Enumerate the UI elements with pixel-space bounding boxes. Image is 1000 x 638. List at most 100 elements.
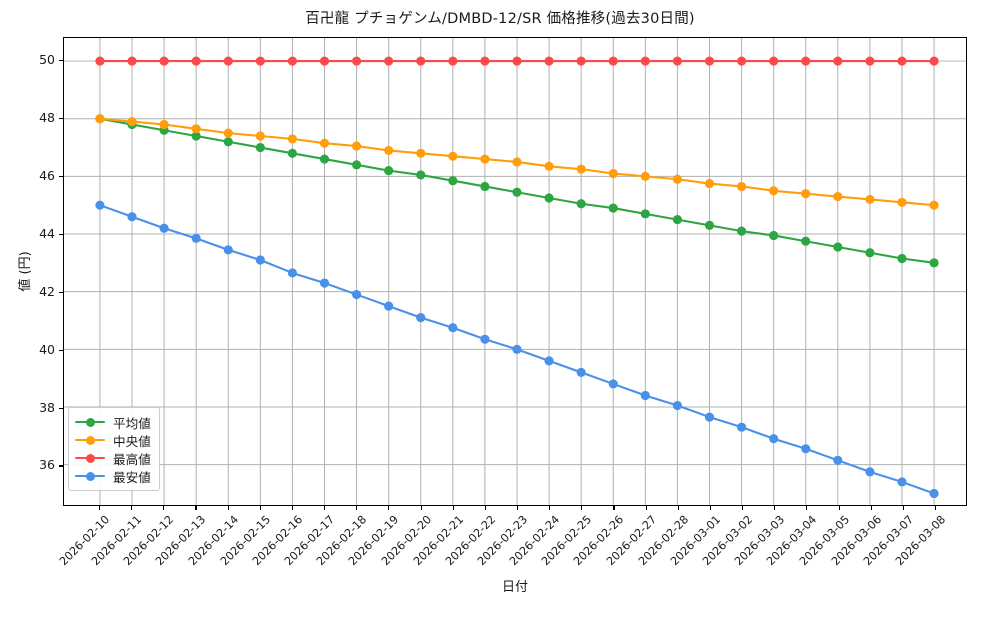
data-point: [865, 248, 875, 258]
x-tick-mark: [484, 506, 486, 510]
legend-marker-icon: [75, 415, 105, 429]
x-tick-mark: [227, 506, 229, 510]
data-point: [448, 323, 458, 333]
y-tick-label: 46: [39, 167, 55, 183]
data-point: [801, 236, 811, 246]
legend-marker-icon: [75, 469, 105, 483]
data-point: [351, 141, 362, 151]
data-point: [351, 56, 362, 66]
data-point: [191, 233, 201, 243]
data-point: [704, 56, 715, 66]
data-point: [833, 56, 843, 66]
y-tick-mark: [59, 233, 63, 235]
x-tick-mark: [291, 506, 294, 510]
data-point: [897, 253, 907, 264]
data-point: [672, 215, 682, 225]
data-point: [223, 245, 233, 255]
data-point: [897, 197, 907, 207]
data-point: [127, 117, 137, 127]
chart-figure: 百卍龍 プチョゲンム/DMBD-12/SR 価格推移(過去30日間) 値 (円)…: [18, 11, 967, 595]
data-point: [736, 422, 747, 432]
y-tick-label: 42: [39, 283, 55, 299]
gridlines: [64, 38, 966, 505]
data-point: [319, 138, 330, 148]
x-tick-mark: [99, 506, 101, 510]
x-tick-mark: [356, 506, 358, 510]
x-tick-mark: [131, 506, 133, 510]
x-tick-mark: [870, 506, 872, 510]
data-point: [576, 56, 586, 66]
data-point: [672, 400, 682, 411]
data-point: [704, 178, 715, 189]
data-point: [191, 131, 201, 141]
y-tick-mark: [59, 291, 63, 293]
data-point: [351, 289, 362, 300]
data-point: [416, 170, 426, 180]
data-point: [159, 223, 169, 233]
data-point: [319, 56, 330, 66]
y-tick-label: 50: [39, 52, 55, 68]
x-tick-mark: [613, 506, 615, 510]
data-point: [351, 160, 362, 170]
legend-label: 最高値: [113, 451, 151, 467]
data-point: [801, 56, 811, 66]
legend-item-0[interactable]: 平均値: [75, 413, 151, 431]
data-point: [95, 114, 105, 124]
data-point: [319, 278, 330, 288]
data-point: [769, 56, 779, 66]
x-tick-mark: [774, 506, 776, 510]
data-point: [640, 56, 650, 66]
x-tick-mark: [259, 506, 261, 510]
data-point: [384, 56, 394, 66]
data-point: [640, 171, 650, 181]
y-tick-label: 44: [39, 225, 55, 241]
data-point: [416, 56, 426, 66]
chart-legend[interactable]: 平均値 中央値最高値最安値: [68, 407, 160, 491]
data-point: [287, 268, 298, 278]
legend-marker-icon: [75, 433, 105, 447]
data-point: [512, 344, 522, 354]
x-axis-label: 日付: [501, 580, 528, 595]
data-point: [416, 313, 426, 323]
legend-label: 平均値: [113, 415, 151, 431]
data-point: [929, 488, 939, 499]
data-point: [416, 148, 426, 158]
data-point: [672, 56, 682, 66]
data-point: [736, 226, 747, 236]
data-point: [480, 56, 490, 66]
y-axis-label: 値 (円): [18, 251, 33, 292]
data-point: [608, 379, 618, 389]
data-point: [544, 56, 554, 66]
x-tick-mark: [838, 506, 840, 510]
data-point: [897, 56, 907, 66]
chart-title: 百卍龍 プチョゲンム/DMBD-12/SR 価格推移(過去30日間): [305, 11, 695, 27]
x-tick-mark: [645, 506, 647, 510]
legend-item-3[interactable]: 最安値: [75, 467, 151, 485]
y-tick-mark: [59, 118, 63, 120]
data-point: [127, 56, 137, 66]
data-point: [640, 390, 650, 401]
data-point: [833, 191, 843, 202]
data-point: [480, 154, 490, 164]
x-tick-mark: [549, 506, 551, 510]
x-tick-mark: [195, 506, 197, 510]
y-tick-mark: [59, 349, 63, 351]
x-tick-mark: [677, 506, 679, 510]
data-point: [769, 230, 779, 241]
y-tick-mark: [59, 407, 63, 409]
data-point: [223, 56, 233, 66]
legend-item-1[interactable]: 中央値: [75, 431, 151, 449]
data-point: [319, 154, 330, 164]
data-point: [897, 477, 907, 487]
x-tick-mark: [324, 506, 326, 510]
data-point: [865, 56, 875, 66]
data-point: [736, 181, 747, 192]
data-point: [769, 434, 779, 444]
legend-label: 最安値: [113, 469, 151, 485]
y-tick-label: 48: [39, 110, 55, 126]
data-point: [865, 194, 875, 205]
data-point: [159, 119, 169, 130]
data-point: [384, 145, 394, 156]
legend-item-2[interactable]: 最高値: [75, 449, 151, 467]
x-tick-mark: [902, 506, 904, 510]
